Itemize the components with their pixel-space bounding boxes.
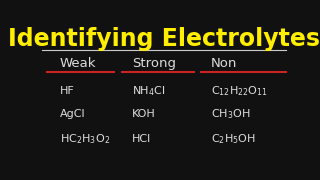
Text: NH$_4$Cl: NH$_4$Cl bbox=[132, 84, 165, 98]
Text: C$_{12}$H$_{22}$O$_{11}$: C$_{12}$H$_{22}$O$_{11}$ bbox=[211, 84, 268, 98]
Text: C$_2$H$_5$OH: C$_2$H$_5$OH bbox=[211, 132, 256, 146]
Text: KOH: KOH bbox=[132, 109, 156, 119]
Text: Weak: Weak bbox=[60, 57, 96, 70]
Text: HC$_2$H$_3$O$_2$: HC$_2$H$_3$O$_2$ bbox=[60, 132, 110, 146]
Text: HF: HF bbox=[60, 86, 75, 96]
Text: Non: Non bbox=[211, 57, 237, 70]
Text: HCl: HCl bbox=[132, 134, 151, 144]
Text: CH$_3$OH: CH$_3$OH bbox=[211, 107, 251, 121]
Text: AgCl: AgCl bbox=[60, 109, 85, 119]
Text: Strong: Strong bbox=[132, 57, 176, 70]
Text: Identifying Electrolytes: Identifying Electrolytes bbox=[8, 27, 320, 51]
